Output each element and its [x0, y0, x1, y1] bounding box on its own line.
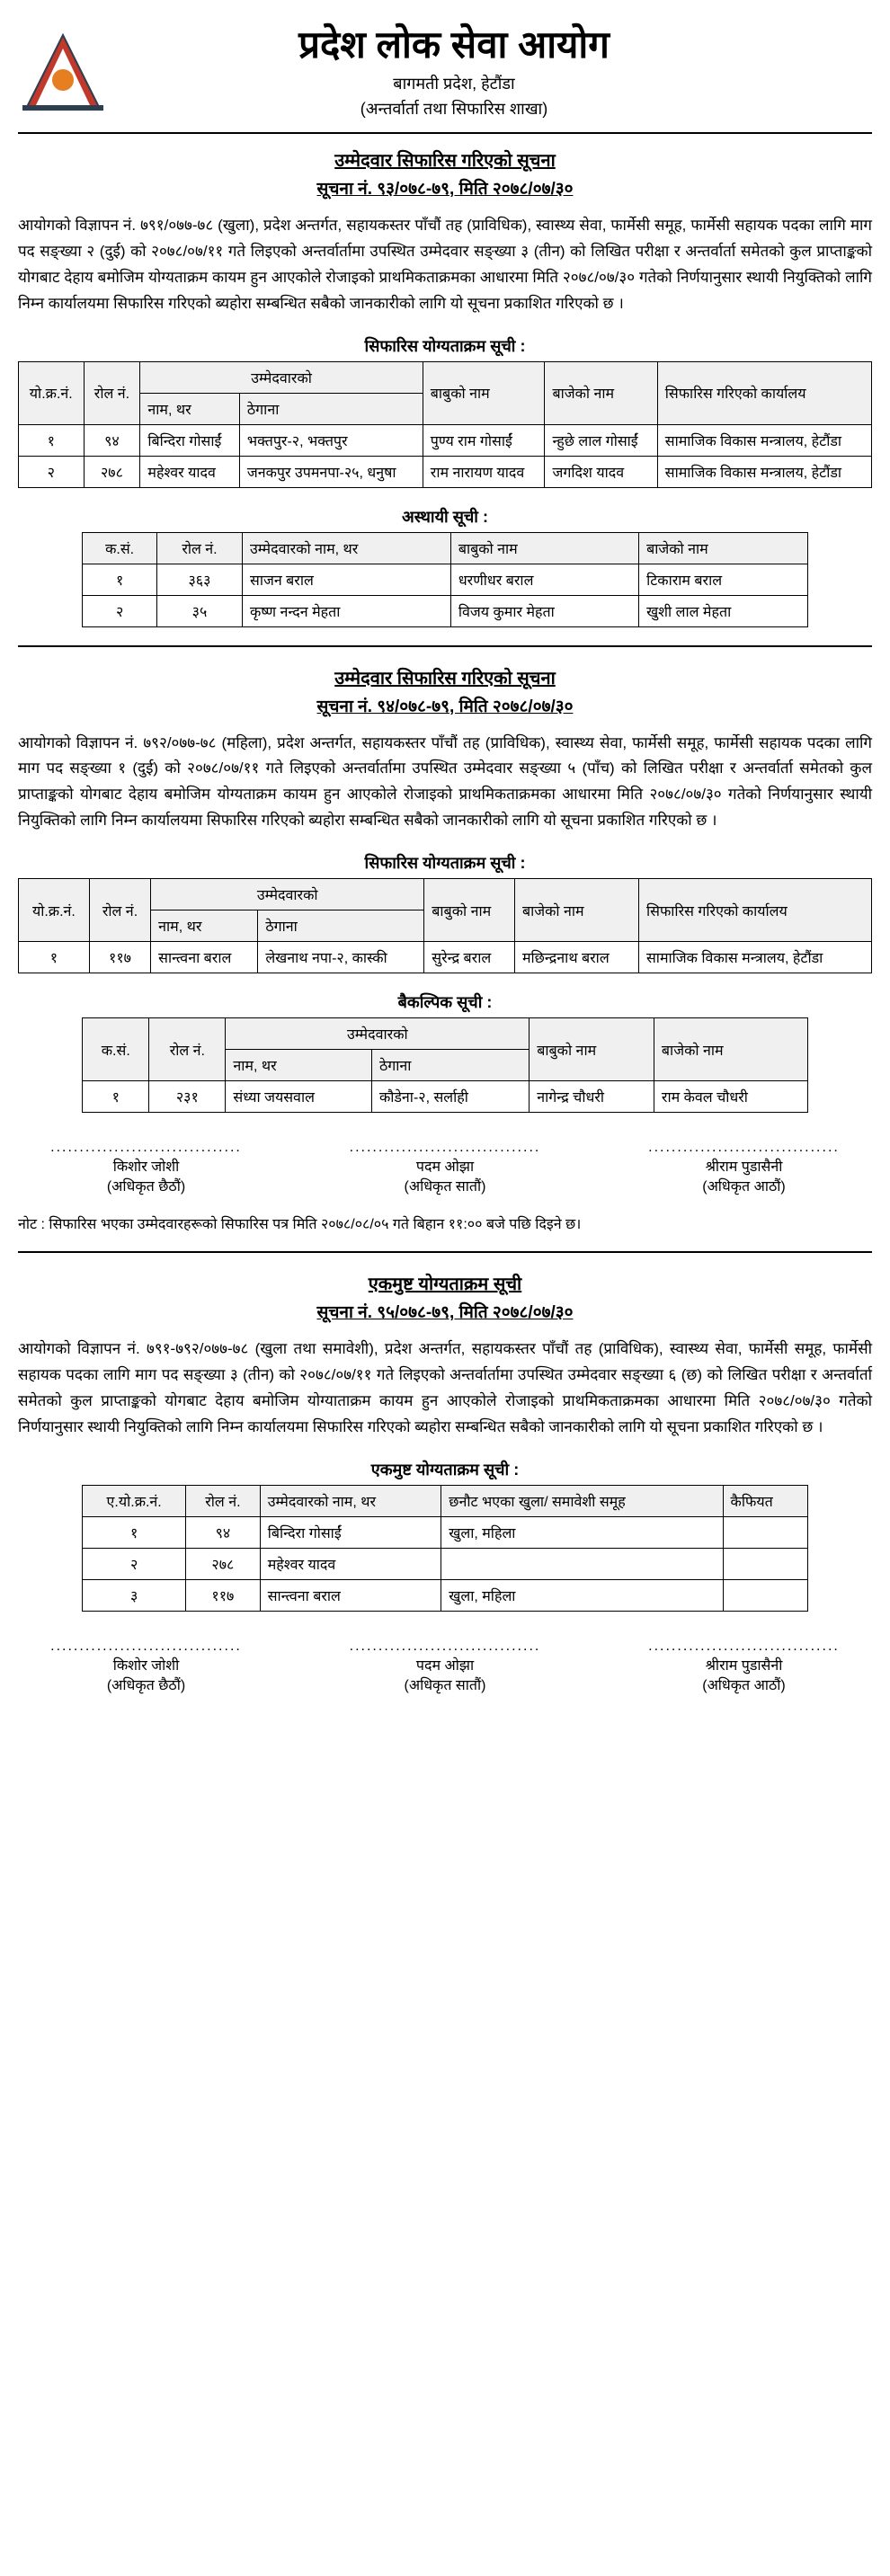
notice3-body: आयोगको विज्ञापन नं. ७९१-७९२/०७७-७८ (खुला… [18, 1337, 872, 1441]
table-row: २ २७८ महेश्वर यादव जनकपुर उपमनपा-२५, धनु… [19, 456, 872, 487]
th-father: बाबुको नाम [423, 361, 545, 424]
table-header-row: क.सं. रोल नं. उम्मेदवारको नाम, थर बाबुको… [83, 532, 808, 564]
signature-row-2: ................................. किशोर … [18, 1639, 872, 1694]
notice2-tbl1-caption: सिफारिस योग्यताक्रम सूची : [18, 852, 872, 874]
signature-2: ................................. पदम ओझ… [317, 1140, 574, 1195]
section-divider [18, 645, 872, 647]
table-header-row: क.सं. रोल नं. उम्मेदवारको बाबुको नाम बाज… [83, 1018, 808, 1050]
notice3-sub: सूचना नं. ९५/०७८-७९, मिति २०७८/०७/३० [18, 1300, 872, 1323]
th-grand: बाजेको नाम [545, 361, 657, 424]
th-sn: यो.क्र.नं. [19, 361, 85, 424]
table-header-row: यो.क्र.नं. रोल नं. उम्मेदवारको बाबुको ना… [19, 879, 872, 910]
notice1-sub: सूचना नं. ९३/०७८-७९, मिति २०७८/०७/३० [18, 176, 872, 200]
table-row: ३ ११७ सान्त्वना बराल खुला, महिला [83, 1579, 808, 1611]
notice2-table1: यो.क्र.नं. रोल नं. उम्मेदवारको बाबुको ना… [18, 878, 872, 973]
table-header-row: यो.क्र.नं. रोल नं. उम्मेदवारको बाबुको ना… [19, 361, 872, 393]
notice1-tbl2-caption: अस्थायी सूची : [18, 506, 872, 528]
notice2-tbl2-caption: बैकल्पिक सूची : [18, 991, 872, 1013]
branch-line: (अन्तर्वार्ता तथा सिफारिस शाखा) [126, 98, 782, 120]
th-roll: रोल नं. [84, 361, 140, 424]
notice3-tbl-caption: एकमुष्ट योग्यताक्रम सूची : [18, 1459, 872, 1480]
th-addr: ठेगाना [239, 393, 423, 424]
table-header-row: ए.यो.क्र.नं. रोल नं. उम्मेदवारको नाम, थर… [83, 1485, 808, 1516]
notice2-title: उम्मेदवार सिफारिस गरिएको सूचना [18, 665, 872, 689]
signature-3: ................................. श्रीरा… [616, 1140, 872, 1195]
notice1-table1: यो.क्र.नं. रोल नं. उम्मेदवारको बाबुको ना… [18, 361, 872, 488]
notice1-title: उम्मेदवार सिफारिस गरिएको सूचना [18, 147, 872, 172]
province-line: बागमती प्रदेश, हेटौंडा [126, 73, 782, 94]
signature-1: ................................. किशोर … [18, 1140, 274, 1195]
org-name: प्रदेश लोक सेवा आयोग [126, 18, 782, 69]
note-text: नोट : सिफारिस भएका उम्मेदवारहरूको सिफारि… [18, 1213, 872, 1233]
header-divider [18, 132, 872, 134]
header-text: प्रदेश लोक सेवा आयोग बागमती प्रदेश, हेटौ… [126, 18, 782, 123]
th-cand: उम्मेदवारको [140, 361, 423, 393]
signature-2: ................................. पदम ओझ… [317, 1639, 574, 1694]
signature-3: ................................. श्रीरा… [616, 1639, 872, 1694]
signature-1: ................................. किशोर … [18, 1639, 274, 1694]
th-office: सिफारिस गरिएको कार्यालय [657, 361, 871, 424]
notice3-table: ए.यो.क्र.नं. रोल नं. उम्मेदवारको नाम, थर… [82, 1485, 808, 1612]
th-name: नाम, थर [140, 393, 240, 424]
section-divider [18, 1251, 872, 1253]
notice2-body: आयोगको विज्ञापन नं. ७९२/०७७-७८ (महिला), … [18, 731, 872, 835]
notice1-body: आयोगको विज्ञापन नं. ७९१/०७७-७८ (खुला), प… [18, 213, 872, 317]
table-row: १ ९४ बिन्दिरा गोसाईं खुला, महिला [83, 1516, 808, 1548]
notice3-title: एकमुष्ट योग्यताक्रम सूची [18, 1271, 872, 1295]
header: प्रदेश लोक सेवा आयोग बागमती प्रदेश, हेटौ… [18, 18, 872, 132]
table-row: १ ९४ बिन्दिरा गोसाईं भक्तपुर-२, भक्तपुर … [19, 424, 872, 456]
notice2-table2: क.सं. रोल नं. उम्मेदवारको बाबुको नाम बाज… [82, 1017, 808, 1113]
signature-row: ................................. किशोर … [18, 1140, 872, 1195]
table-row: २ ३५ कृष्ण नन्दन मेहता विजय कुमार मेहता … [83, 595, 808, 626]
nepal-emblem-icon [18, 26, 108, 116]
table-row: १ ३६३ साजन बराल धरणीधर बराल टिकाराम बराल [83, 564, 808, 595]
table-row: १ २३१ संध्या जयसवाल कौडेना-२, सर्लाही ना… [83, 1081, 808, 1113]
notice1-table2: क.सं. रोल नं. उम्मेदवारको नाम, थर बाबुको… [82, 532, 808, 627]
table-row: १ ११७ सान्त्वना बराल लेखनाथ नपा-२, कास्क… [19, 942, 872, 973]
notice2-sub: सूचना नं. ९४/०७८-७९, मिति २०७८/०७/३० [18, 694, 872, 717]
notice1-tbl1-caption: सिफारिस योग्यताक्रम सूची : [18, 335, 872, 357]
table-row: २ २७८ महेश्वर यादव [83, 1548, 808, 1579]
